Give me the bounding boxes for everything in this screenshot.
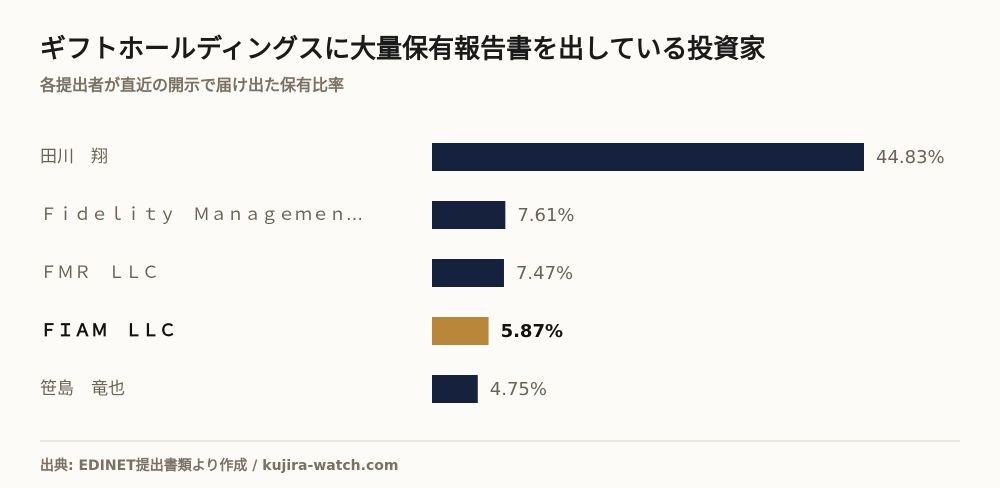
value-label: 5.87% <box>501 321 563 342</box>
value-label: 7.47% <box>516 263 573 284</box>
chart-subtitle: 各提出者が直近の開示で届け出た保有比率 <box>39 76 344 95</box>
bar <box>432 143 864 171</box>
value-label: 4.75% <box>490 379 547 400</box>
chart-title: ギフトホールディングスに大量保有報告書を出している投資家 <box>40 34 765 65</box>
bar <box>432 259 504 287</box>
category-label: 笹島 竜也 <box>40 379 125 399</box>
category-label: Ｆｉｄｅｌｉｔｙ Ｍａｎａｇｅｍｅｎ… <box>40 205 363 225</box>
category-label: 田川 翔 <box>40 147 108 167</box>
bar <box>432 201 506 229</box>
value-label: 7.61% <box>517 205 574 226</box>
value-label: 44.83% <box>876 147 945 168</box>
category-label: ＦＭＲ ＬＬＣ <box>40 263 159 283</box>
source-note: 出典: EDINET提出書類より作成 / kujira-watch.com <box>40 457 398 474</box>
category-label: ＦＩＡＭ ＬＬＣ <box>40 321 176 341</box>
bar <box>432 317 489 345</box>
bar <box>432 375 478 403</box>
